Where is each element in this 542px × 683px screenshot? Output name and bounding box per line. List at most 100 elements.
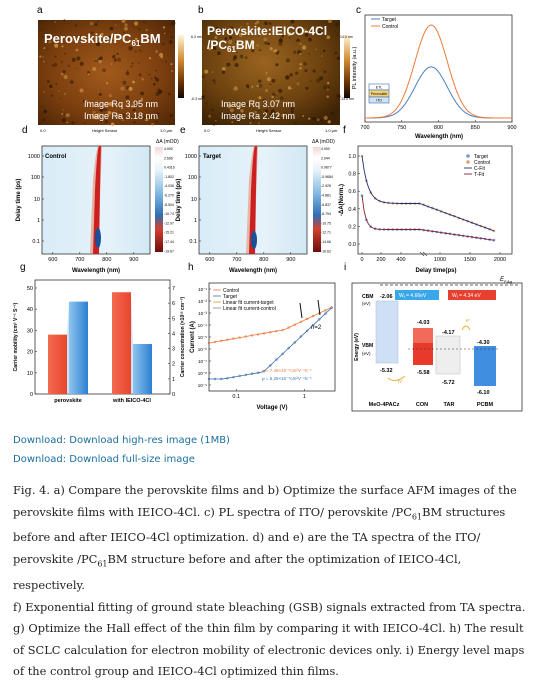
ytick-label: 0.1 xyxy=(32,239,40,245)
cbar-tick: -12.97 xyxy=(164,221,174,225)
stack-ito-label: ITO xyxy=(376,99,382,103)
afm-speck xyxy=(289,37,291,39)
material-pcbm: PCBM xyxy=(477,402,494,408)
afm-speck xyxy=(219,112,222,115)
cbar-tick: 0.4316 xyxy=(164,166,175,170)
point-control-h xyxy=(226,338,229,342)
download-high-res-link[interactable]: Download: Download high-res image (1MB) xyxy=(13,435,230,446)
electron-label: e⁻ xyxy=(466,318,472,324)
afm-speck xyxy=(219,28,223,32)
afm-speck xyxy=(143,20,146,24)
afm-speck xyxy=(87,70,91,75)
ytick-right-label-g: 6 xyxy=(172,301,175,307)
afm-speck xyxy=(330,111,334,115)
electron-arrow xyxy=(461,325,471,331)
point-control-h xyxy=(311,314,315,318)
afm-speck xyxy=(169,114,173,117)
afm-speck xyxy=(312,69,316,73)
afm-speck xyxy=(43,109,48,114)
afm-speck xyxy=(61,118,66,123)
afm-speck xyxy=(51,94,54,97)
afm-speck xyxy=(338,76,341,78)
panel-f: f -ΔA(Norm.) Delay time(ps) 1.0 0.8 0.6 0.4… xyxy=(339,125,513,274)
afm-speck xyxy=(155,120,158,123)
afm-speck xyxy=(127,70,129,72)
afm-axis-left-b: 0.0 xyxy=(204,128,210,133)
afm-speck xyxy=(257,122,260,125)
afm-speck xyxy=(262,98,267,103)
xtick-label-h: 0.1 xyxy=(232,394,240,400)
panel-b: b Perovskite:IEICO-4Cl /PC61BM Image Rq … xyxy=(198,5,354,133)
n-label-h: n=2 xyxy=(311,325,322,331)
ylabel-e: Delay time (ps) xyxy=(176,179,182,222)
afm-speck xyxy=(75,67,77,69)
ytick-label: 1000 xyxy=(28,154,40,160)
afm-speck xyxy=(251,49,255,53)
bar-mobility xyxy=(48,334,67,394)
ytick-label-f: 0.2 xyxy=(348,224,356,230)
afm-speck xyxy=(95,41,101,47)
panel-a-letter: a xyxy=(37,5,43,16)
cbar-ticks-e: 4.900 2.944 0.9877 -0.9684 -2.925 -4.881 -6.83… xyxy=(321,147,333,253)
afm-speck xyxy=(268,22,271,24)
xtick-g-0: perovskite xyxy=(54,398,82,404)
afm-speck xyxy=(245,84,250,88)
afm-speck xyxy=(254,111,257,114)
caption-line-4: perovskite /PC61BM structure before and … xyxy=(13,552,462,592)
afm-speck xyxy=(299,66,302,70)
afm-speck xyxy=(94,115,99,120)
ytick-label-h: 10⁻⁴ xyxy=(198,323,207,328)
cbar-tick: -19.67 xyxy=(164,249,174,253)
point-target-h xyxy=(281,352,284,356)
afm-speck xyxy=(315,48,317,51)
afm-colorbar-a xyxy=(178,35,184,98)
xlabel-f: Delay time(ps) xyxy=(415,268,456,274)
download-full-size-link[interactable]: Download: Download full-size image xyxy=(13,454,195,465)
afm-speck xyxy=(99,56,103,60)
afm-speck xyxy=(109,26,114,31)
point-control-h xyxy=(305,317,309,321)
afm-speck xyxy=(236,51,238,54)
ylabel-right-g: Carrier concentration (×10¹² cm⁻³) xyxy=(180,297,186,378)
afm-speck xyxy=(265,109,269,113)
afm-speck xyxy=(104,40,107,42)
afm-speck xyxy=(110,63,113,65)
series-target-h xyxy=(209,307,332,380)
afm-speck xyxy=(229,108,234,113)
ra-value-a: Image Ra 3.18 nm xyxy=(84,111,158,121)
cbar-tick: -1.802 xyxy=(164,175,174,179)
afm-speck xyxy=(302,28,307,33)
points-h xyxy=(207,306,333,381)
ytick-label: 10 xyxy=(191,197,197,203)
afm-speck xyxy=(148,73,151,76)
afm-speck xyxy=(271,92,276,97)
afm-speck xyxy=(140,91,145,96)
xlabel-h: Voltage (V) xyxy=(257,405,288,411)
afm-speck xyxy=(244,56,248,59)
afm-speck xyxy=(55,82,58,85)
ytick-right-label-g: 2 xyxy=(172,362,175,368)
afm-speck xyxy=(214,36,218,39)
afm-speck xyxy=(336,56,341,60)
point-target-h xyxy=(299,335,303,338)
afm-speck xyxy=(61,45,64,48)
point-target-h xyxy=(238,374,241,378)
afm-speck xyxy=(134,21,139,26)
afm-speck xyxy=(280,37,282,39)
level-pcbm xyxy=(474,346,496,386)
afm-speck xyxy=(264,21,268,26)
afm-speck xyxy=(92,67,97,71)
ytick-left-label-g: 40 xyxy=(27,307,33,313)
cbar-tick: -4.881 xyxy=(321,194,331,198)
afm-speck xyxy=(334,30,336,32)
afm-speck xyxy=(325,29,327,32)
material-tar: TAR xyxy=(444,402,455,408)
afm-scale-top-b: 14.0 nm xyxy=(340,35,353,39)
afm-axis-mid-a: Height Sensor xyxy=(92,128,118,133)
afm-speck xyxy=(215,120,217,122)
afm-speck xyxy=(171,70,174,73)
ta-pia-d xyxy=(95,228,101,248)
cbar-tick: -8.504 xyxy=(164,203,174,207)
afm-speck xyxy=(286,58,290,63)
afm-speck xyxy=(155,112,160,117)
